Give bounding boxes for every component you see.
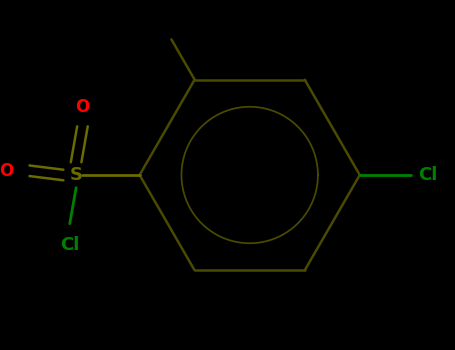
Text: O: O (0, 162, 13, 180)
Text: Cl: Cl (60, 236, 80, 254)
Text: Cl: Cl (418, 166, 437, 184)
Text: S: S (70, 166, 83, 184)
Text: O: O (76, 98, 90, 116)
